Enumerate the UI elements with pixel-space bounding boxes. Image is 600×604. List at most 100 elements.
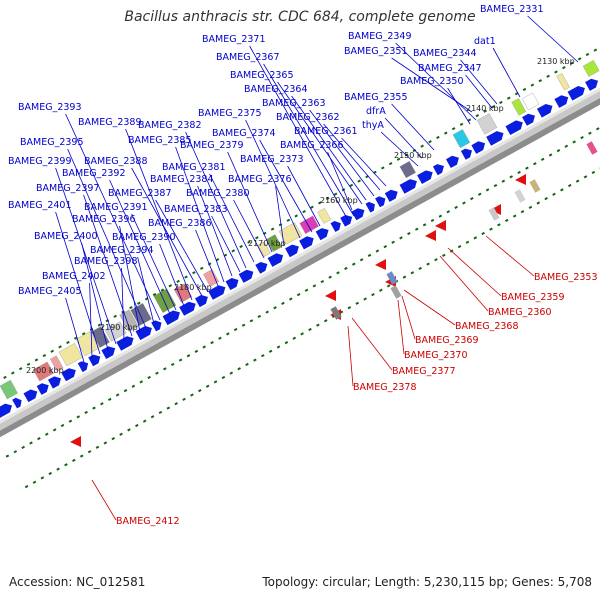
forward-gene-arrow: [471, 141, 485, 154]
outer-tick: [287, 220, 290, 221]
forward-gene-label: BAMEG_2384: [150, 174, 214, 185]
forward-gene-label: BAMEG_2382: [138, 120, 202, 131]
scale-label: 2160 kbp: [320, 196, 358, 205]
inner-tick: [206, 386, 209, 387]
inner-tick: [537, 202, 540, 203]
forward-gene-label: BAMEG_2371: [202, 34, 266, 45]
reverse-feature: [586, 141, 597, 154]
inner-tick: [553, 194, 556, 195]
reverse-gene-label: BAMEG_2412: [116, 516, 180, 527]
inner-tick: [321, 281, 324, 282]
forward-gene-label: BAMEG_2349: [348, 31, 412, 42]
inner-tick: [45, 434, 48, 435]
inner-tick: [61, 425, 64, 426]
outer-tick: [43, 355, 46, 356]
forward-gene-arrow: [433, 164, 444, 175]
forward-gene-label: BAMEG_2396: [72, 214, 136, 225]
outer-tick: [35, 359, 38, 360]
forward-gene-label: BAMEG_2386: [148, 218, 212, 229]
inner-tick: [293, 338, 296, 339]
inner-tick: [364, 298, 367, 299]
inner-tick: [101, 403, 104, 404]
inner-tick: [93, 407, 96, 408]
reverse-gene-label: BAMEG_2353: [534, 272, 598, 283]
inner-tick: [33, 481, 36, 482]
forward-gene-label: BAMEG_2385: [128, 135, 192, 146]
inner-tick: [143, 420, 146, 421]
outer-tick: [594, 49, 597, 50]
feature-band: [583, 60, 599, 76]
inner-tick: [400, 237, 403, 238]
forward-leader-line: [493, 48, 520, 97]
inner-tick: [238, 368, 241, 369]
inner-tick: [227, 333, 230, 334]
inner-tick: [387, 285, 390, 286]
outer-tick: [4, 377, 7, 378]
inner-tick: [30, 442, 33, 443]
outer-tick: [421, 145, 424, 146]
forward-gene-label: BAMEG_2392: [62, 168, 126, 179]
inner-tick: [211, 342, 214, 343]
inner-tick: [561, 189, 564, 190]
outer-tick: [311, 207, 314, 208]
reverse-feature: [529, 179, 540, 192]
forward-gene-arrow: [48, 376, 61, 388]
forward-gene-label: BAMEG_2397: [36, 183, 100, 194]
reverse-gene-arrow: [435, 220, 446, 231]
inner-tick: [195, 351, 198, 352]
forward-gene-arrow: [352, 208, 365, 220]
inner-tick: [408, 233, 411, 234]
forward-gene-arrow: [461, 149, 472, 160]
inner-tick: [376, 250, 379, 251]
inner-tick: [258, 316, 261, 317]
inner-tick: [592, 172, 595, 173]
inner-tick: [261, 355, 264, 356]
inner-tick: [384, 246, 387, 247]
outer-tick: [185, 276, 188, 277]
outer-tick: [563, 67, 566, 68]
inner-tick: [482, 233, 485, 234]
inner-tick: [352, 263, 355, 264]
reverse-leader-line: [448, 248, 501, 296]
forward-gene-label: BAMEG_2373: [240, 154, 304, 165]
inner-tick: [435, 259, 438, 260]
forward-gene-label: dfrA: [366, 106, 386, 117]
forward-gene-label: BAMEG_2347: [418, 63, 482, 74]
scale-label: 2140 kbp: [466, 104, 504, 113]
inner-tick: [368, 255, 371, 256]
feature-band: [59, 343, 83, 366]
forward-gene-arrow: [78, 361, 88, 372]
forward-gene-label: BAMEG_2362: [276, 112, 340, 123]
inner-tick: [38, 438, 41, 439]
outer-tick: [59, 346, 62, 347]
inner-tick: [568, 185, 571, 186]
outer-tick: [169, 285, 172, 286]
inner-tick: [289, 298, 292, 299]
scale-label: 2170 kbp: [248, 239, 286, 248]
inner-tick: [596, 128, 599, 129]
scale-label: 2130 kbp: [537, 57, 575, 66]
inner-tick: [589, 132, 592, 133]
inner-tick: [148, 377, 151, 378]
outer-tick: [193, 272, 196, 273]
forward-gene-arrow: [226, 278, 239, 290]
forward-gene-arrow: [24, 390, 38, 403]
inner-tick: [159, 412, 162, 413]
forward-gene-arrow: [285, 245, 299, 258]
forward-gene-label: BAMEG_2361: [294, 126, 358, 137]
inner-tick: [545, 198, 548, 199]
outer-tick: [67, 342, 70, 343]
reverse-gene-label: BAMEG_2370: [404, 350, 468, 361]
inner-tick: [533, 163, 536, 164]
inner-tick: [179, 359, 182, 360]
forward-gene-arrow: [255, 262, 267, 274]
outer-tick: [137, 302, 140, 303]
inner-tick: [242, 324, 245, 325]
outer-tick: [27, 364, 30, 365]
outer-tick: [578, 58, 581, 59]
forward-gene-label: BAMEG_2374: [212, 128, 276, 139]
forward-gene-arrow: [366, 202, 375, 213]
inner-tick: [423, 224, 426, 225]
inner-tick: [392, 242, 395, 243]
